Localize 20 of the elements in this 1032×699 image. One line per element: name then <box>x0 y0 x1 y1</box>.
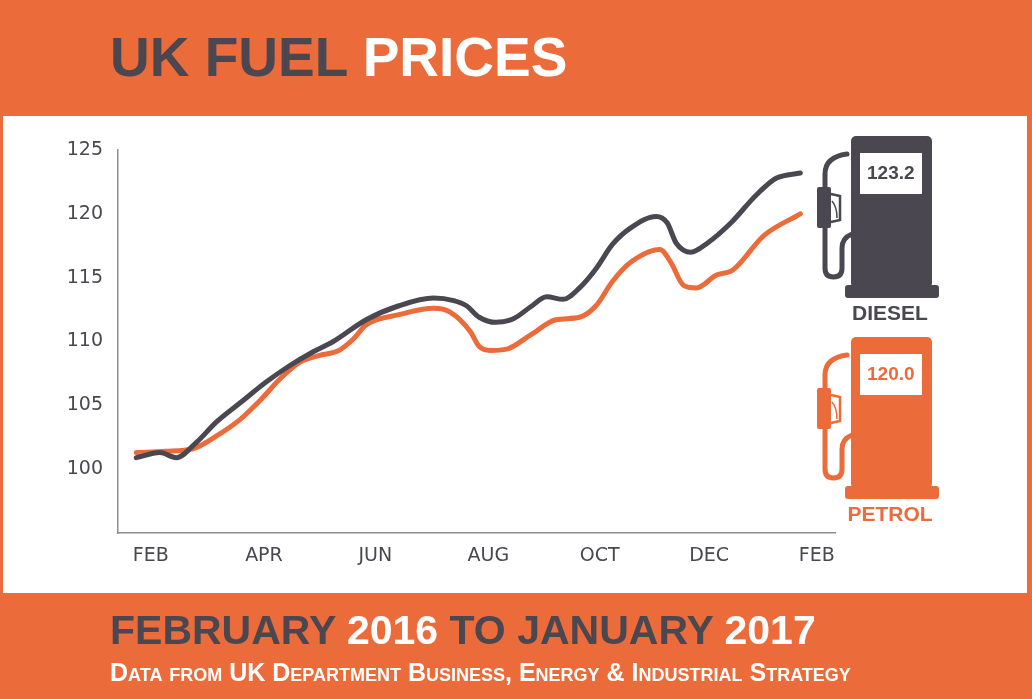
text: 120.0 <box>867 363 915 385</box>
text: FEBRUARY 2016 TO JANUARY 2017 <box>110 607 816 653</box>
x-tick-label: DEC <box>689 543 730 566</box>
chart-title: UK FUEL PRICES <box>110 26 568 88</box>
x-tick-label: FEB <box>132 543 169 566</box>
legend-label: DIESEL <box>852 301 928 325</box>
y-tick-label: 105 <box>66 392 103 415</box>
x-tick-label: OCT <box>579 543 620 566</box>
text: Data from UK Department Business, Energy & Industrial Strategy <box>110 658 851 686</box>
text: 123.2 <box>867 162 915 184</box>
y-tick-label: 120 <box>66 200 103 223</box>
y-tick-label: 100 <box>66 456 103 479</box>
y-tick-label: 115 <box>66 264 103 287</box>
x-tick-label: AUG <box>467 543 510 566</box>
x-tick-label: APR <box>245 543 283 566</box>
y-tick-label: 110 <box>66 328 103 351</box>
y-tick-label: 125 <box>66 136 103 159</box>
x-tick-label: FEB <box>798 543 835 566</box>
x-tick-label: JUN <box>357 543 393 566</box>
legend-label: PETROL <box>847 502 933 526</box>
